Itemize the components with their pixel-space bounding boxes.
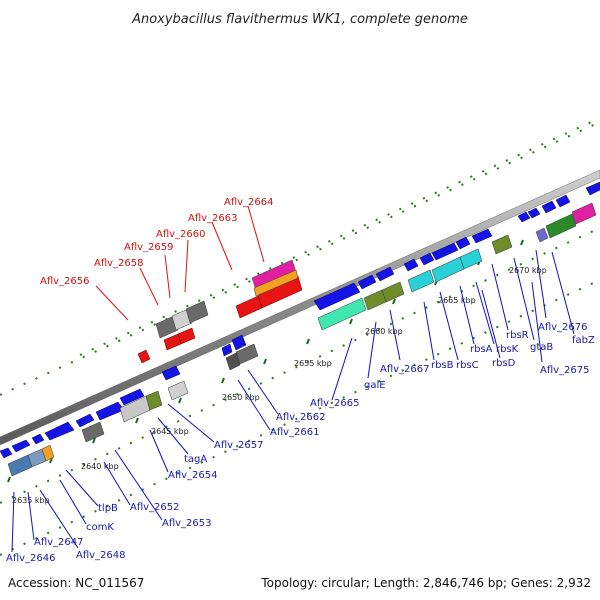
reverse-strand-genes bbox=[137, 275, 303, 364]
gene-block bbox=[155, 315, 179, 339]
gene-label-aflv-2676: Aflv_2676 bbox=[538, 322, 588, 333]
gene-label-rbsb: rbsB bbox=[431, 360, 454, 371]
gene-block bbox=[225, 352, 241, 371]
gene-arrow bbox=[231, 334, 247, 351]
feature-blocks bbox=[7, 202, 597, 477]
gene-label-aflv-2661: Aflv_2661 bbox=[270, 427, 320, 438]
gene-label-gtab: gtaB bbox=[530, 342, 553, 353]
gene-arrow bbox=[11, 439, 31, 453]
gene-block bbox=[363, 289, 387, 311]
gene-label-aflv-2654: Aflv_2654 bbox=[168, 470, 218, 481]
gene-block bbox=[431, 256, 465, 283]
gene-arrow bbox=[431, 242, 459, 261]
gene-label-rbsr: rbsR bbox=[506, 330, 529, 341]
genome-summary-text: Topology: circular; Length: 2,846,746 bp… bbox=[260, 576, 591, 590]
gene-label-aflv-2657: Aflv_2657 bbox=[214, 440, 264, 451]
gene-block bbox=[167, 380, 189, 401]
gene-arrow bbox=[161, 365, 181, 381]
gene-label-aflv-2656: Aflv_2656 bbox=[40, 276, 90, 287]
tick-label: 2650 kbp bbox=[222, 393, 260, 402]
map-title: Anoxybacillus flavithermus WK1, complete… bbox=[131, 12, 468, 27]
gene-arrow bbox=[419, 252, 435, 266]
gene-label-aflv-2663: Aflv_2663 bbox=[188, 213, 238, 224]
gene-label-rbsd: rbsD bbox=[492, 358, 516, 369]
gene-arrow bbox=[75, 413, 95, 428]
gene-label-aflv-2662: Aflv_2662 bbox=[276, 412, 326, 423]
gene-arrow bbox=[163, 333, 182, 351]
tick-label: 2635 kbp bbox=[12, 496, 50, 505]
gene-label-aflv-2646: Aflv_2646 bbox=[6, 553, 56, 564]
gene-arrow bbox=[555, 194, 571, 208]
leader-lines-red bbox=[95, 205, 265, 321]
gene-arrow bbox=[313, 282, 361, 311]
tick-label: 2655 kbp bbox=[294, 359, 332, 368]
gene-arrow bbox=[375, 266, 395, 282]
gene-arrow bbox=[119, 388, 145, 406]
gene-label-aflv-2660: Aflv_2660 bbox=[156, 229, 206, 240]
gene-label-gale: galE bbox=[364, 380, 386, 391]
gene-label-fabz: fabZ bbox=[572, 335, 595, 346]
gene-block bbox=[145, 390, 163, 411]
leader-lines-blue bbox=[11, 249, 575, 553]
gene-arrow bbox=[471, 228, 493, 244]
gene-arrow bbox=[221, 343, 233, 357]
gene-label-aflv-2647: Aflv_2647 bbox=[34, 537, 84, 548]
gene-label-tlpb: tlpB bbox=[98, 503, 118, 514]
tick-label: 2640 kbp bbox=[81, 462, 119, 471]
gene-block bbox=[185, 300, 209, 324]
gene-block bbox=[459, 248, 483, 270]
gene-label-aflv-2648: Aflv_2648 bbox=[76, 550, 126, 561]
gene-block bbox=[171, 308, 193, 331]
gene-arrow bbox=[357, 274, 377, 290]
gene-label-rbsk: rbsK bbox=[496, 344, 519, 355]
gene-label-rbsa: rbsA bbox=[470, 344, 493, 355]
gene-arrow bbox=[44, 421, 75, 441]
gene-label-aflv-2658: Aflv_2658 bbox=[94, 258, 144, 269]
gene-label-aflv-2652: Aflv_2652 bbox=[130, 502, 180, 513]
gene-label-aflv-2659: Aflv_2659 bbox=[124, 242, 174, 253]
accession-text: Accession: NC_011567 bbox=[8, 576, 144, 590]
gene-arrow bbox=[585, 181, 600, 196]
gene-block bbox=[491, 234, 513, 255]
gene-label-aflv-2653: Aflv_2653 bbox=[162, 518, 212, 529]
tick-label: 2665 kbp bbox=[438, 296, 476, 305]
gene-block bbox=[545, 213, 577, 239]
gene-block bbox=[407, 269, 435, 293]
gene-arrow bbox=[137, 349, 151, 364]
gene-block bbox=[535, 227, 549, 243]
gene-block bbox=[571, 202, 597, 225]
gene-block bbox=[253, 269, 299, 297]
gene-label-rbsc: rbsC bbox=[456, 360, 479, 371]
gene-arrow bbox=[455, 236, 471, 250]
gene-label-aflv-2665: Aflv_2665 bbox=[310, 398, 360, 409]
genome-backbone bbox=[0, 169, 600, 446]
tick-label: 2670 kbp bbox=[509, 266, 547, 275]
gene-arrow bbox=[527, 207, 541, 219]
gene-block bbox=[7, 454, 33, 477]
gene-arrow bbox=[517, 211, 531, 223]
tick-label: 2660 kbp bbox=[365, 327, 403, 336]
gene-arrow bbox=[235, 295, 263, 319]
gene-label-aflv-2664: Aflv_2664 bbox=[224, 197, 274, 208]
gene-arrow bbox=[403, 258, 419, 272]
gene-arrow bbox=[0, 447, 13, 459]
gene-arrow bbox=[31, 433, 45, 445]
gene-block bbox=[317, 297, 367, 331]
forward-strand-genes bbox=[0, 181, 600, 459]
gene-label-aflv-2667: Aflv_2667 bbox=[380, 364, 430, 375]
gene-block bbox=[41, 444, 55, 462]
gene-label-taga: tagA bbox=[184, 454, 207, 465]
gene-arrow bbox=[541, 200, 557, 214]
gene-arrow bbox=[177, 327, 196, 345]
gene-block bbox=[381, 281, 405, 303]
gene-arrow bbox=[95, 401, 125, 421]
gene-label-aflv-2675: Aflv_2675 bbox=[540, 365, 590, 376]
gene-block bbox=[81, 421, 105, 443]
gene-block bbox=[235, 343, 259, 365]
gene-label-comk: comK bbox=[86, 522, 114, 533]
